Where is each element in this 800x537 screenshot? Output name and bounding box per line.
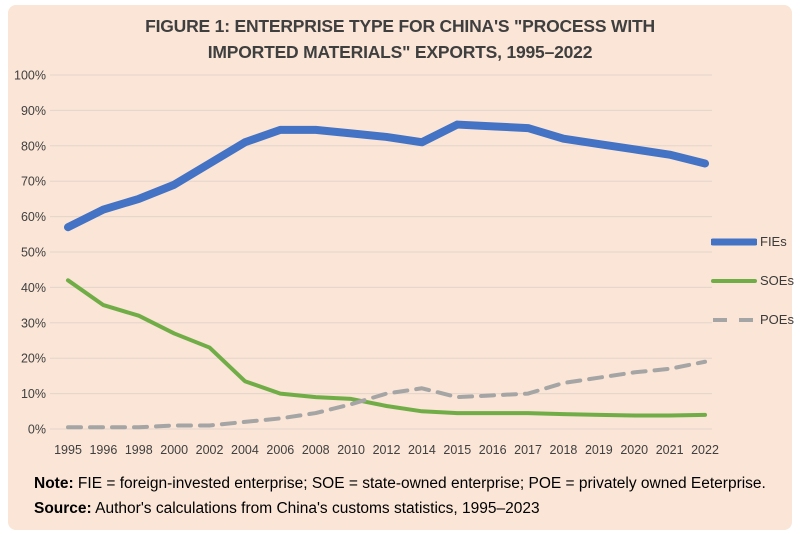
figure-background — [8, 5, 792, 530]
y-axis-tick: 30% — [21, 316, 46, 330]
figure-note: Note: FIE = foreign-invested enterprise;… — [34, 471, 776, 521]
x-axis-tick: 2015 — [443, 443, 471, 457]
series-line-soes — [66, 278, 708, 418]
poes-line-swatch — [713, 317, 755, 322]
y-axis-tick: 70% — [21, 175, 46, 189]
note-bold-label: Note: — [34, 475, 74, 492]
legend-item-fies: FIEs — [711, 222, 799, 261]
chart-legend: FIEs SOEs POEs — [711, 222, 799, 339]
x-axis-tick: 2002 — [196, 443, 224, 457]
legend-item-soes: SOEs — [711, 261, 799, 300]
x-axis-tick: 2012 — [373, 443, 401, 457]
x-axis-tick: 2004 — [231, 443, 259, 457]
legend-item-poes: POEs — [711, 300, 799, 339]
x-axis-tick: 2021 — [656, 443, 684, 457]
legend-label-soes: SOEs — [760, 273, 794, 288]
x-axis-tick: 1996 — [89, 443, 117, 457]
y-axis-tick: 20% — [21, 352, 46, 366]
chart-title-line-2: IMPORTED MATERIALS" EXPORTS, 1995–2022 — [207, 42, 593, 62]
chart-title-line-1: FIGURE 1: ENTERPRISE TYPE FOR CHINA'S "P… — [145, 16, 655, 36]
fies-line-swatch — [711, 238, 757, 245]
y-axis-tick: 40% — [21, 281, 46, 295]
legend-label-poes: POEs — [760, 312, 794, 327]
y-axis-tick: 10% — [21, 387, 46, 401]
x-axis-tick: 2018 — [550, 443, 578, 457]
chart-title: FIGURE 1: ENTERPRISE TYPE FOR CHINA'S "P… — [0, 13, 800, 65]
y-axis-tick: 0% — [28, 423, 46, 437]
x-axis-tick: 2014 — [408, 443, 436, 457]
soes-line-swatch — [711, 278, 757, 283]
x-axis-tick: 2017 — [514, 443, 542, 457]
x-axis-tick: 2019 — [585, 443, 613, 457]
y-axis-tick: 100% — [14, 69, 46, 83]
note-bold-label: Source: — [34, 500, 92, 517]
x-axis-tick: 2022 — [691, 443, 719, 457]
y-axis-tick: 60% — [21, 210, 46, 224]
series-line-fies — [64, 120, 710, 232]
note-text: Author's calculations from China's custo… — [91, 500, 540, 517]
x-axis-tick: 2000 — [160, 443, 188, 457]
y-axis-tick: 80% — [21, 139, 46, 153]
note-text: FIE = foreign-invested enterprise; SOE =… — [73, 475, 766, 492]
x-axis-tick: 1998 — [125, 443, 153, 457]
y-axis-tick: 50% — [21, 246, 46, 260]
x-axis-tick: 2016 — [479, 443, 507, 457]
x-axis-tick: 1995 — [54, 443, 82, 457]
series-line-poes — [66, 359, 708, 430]
x-axis-tick: 2010 — [337, 443, 365, 457]
x-axis-tick: 2008 — [302, 443, 330, 457]
x-axis-tick: 2006 — [266, 443, 294, 457]
x-axis-tick: 2020 — [620, 443, 648, 457]
y-axis-tick: 90% — [21, 104, 46, 118]
legend-label-fies: FIEs — [760, 234, 787, 249]
